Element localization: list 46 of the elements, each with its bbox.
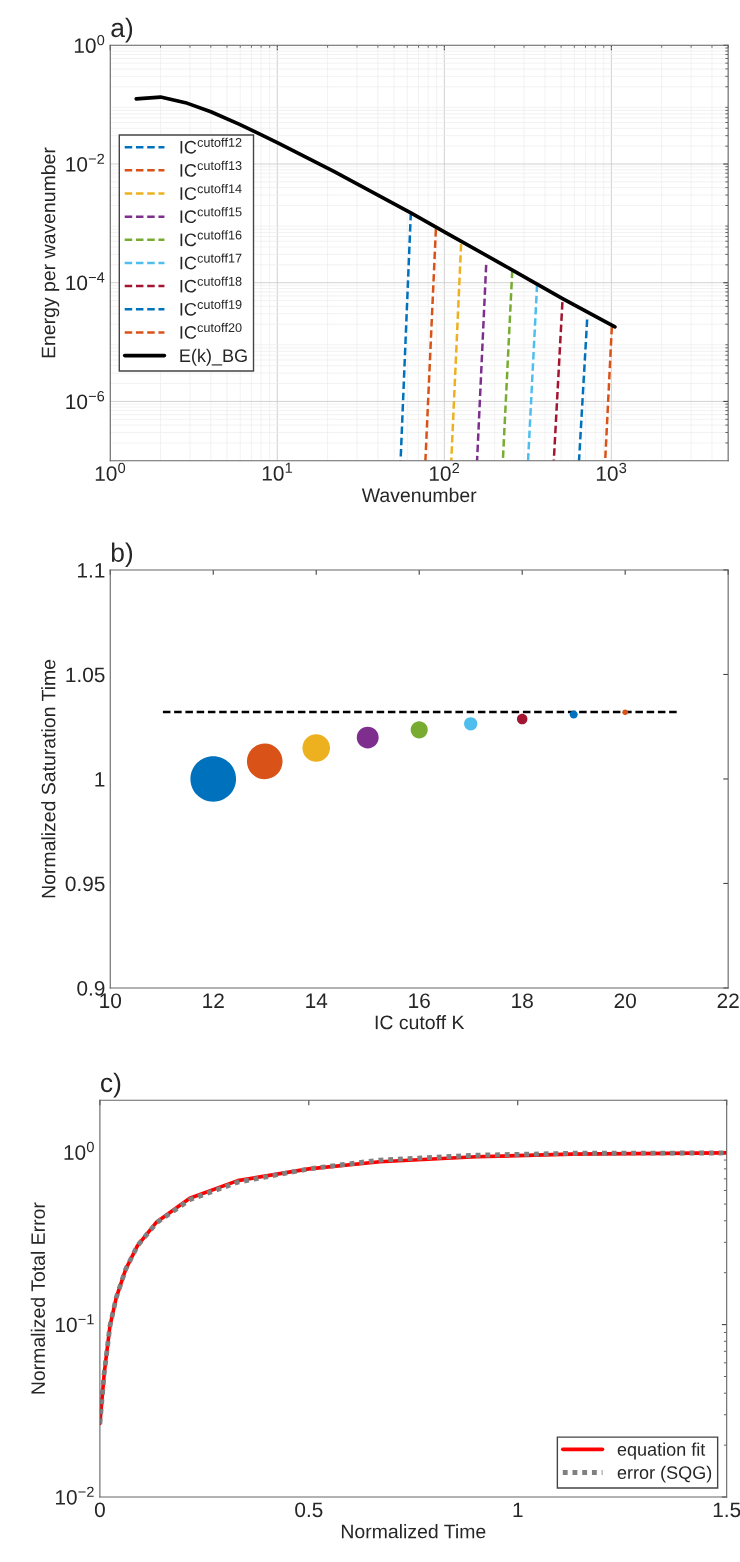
y-tick-label: 1.1: [78, 563, 105, 578]
y-tick-label: 10$^{−2}$: [66, 153, 105, 172]
chart-title: b): [111, 542, 133, 568]
x-tick-label: 22: [717, 993, 739, 1008]
x-tick-label: 12: [203, 993, 224, 1008]
legend-label: equation fit: [617, 1442, 706, 1460]
x-tick-label: 10$^{3}$: [596, 462, 627, 481]
y-tick-label: 0.95: [65, 876, 105, 892]
x-tick-label: 10$^{1}$: [262, 462, 293, 481]
y-tick-label: 10$^{0}$: [74, 34, 105, 54]
legend-label: IC$^{cutoff14}$: [180, 183, 242, 200]
legend-label: IC$^{cutoff12}$: [180, 137, 242, 154]
x-tick-label: 14: [306, 993, 328, 1008]
x-tick-label: 18: [512, 993, 533, 1009]
x-axis-title: Normalized Time: [341, 1524, 486, 1539]
legend-label: IC$^{cutoff19}$: [180, 299, 242, 316]
legend-label: IC$^{cutoff18}$: [180, 276, 242, 293]
x-tick-label: 20: [614, 993, 636, 1009]
legend-label: IC$^{cutoff15}$: [180, 207, 242, 224]
y-tick-label: 10$^{0}$: [64, 1141, 94, 1160]
x-tick-label: 10$^{2}$: [429, 462, 460, 481]
y-tick-label: 1.05: [66, 667, 105, 683]
legend-label: IC$^{cutoff13}$: [180, 160, 242, 177]
y-tick-label: 10$^{−6}$: [66, 391, 105, 410]
chart-title: c): [101, 1072, 121, 1098]
x-tick-label: 10$^{0}$: [95, 462, 126, 481]
y-axis-title: Normalized Total Error: [30, 1202, 46, 1394]
x-tick-label: 16: [409, 993, 430, 1009]
x-tick-label: 1: [513, 1502, 523, 1517]
legend-label: IC$^{cutoff16}$: [180, 230, 242, 247]
y-tick-label: 10$^{−1}$: [56, 1314, 94, 1333]
y-tick-label: 10$^{−2}$: [56, 1486, 94, 1505]
x-axis-title: Wavenumber: [361, 487, 477, 503]
legend-label: IC$^{cutoff20}$: [180, 322, 242, 339]
x-tick-label: 1.5: [713, 1502, 740, 1518]
y-axis-title: Normalized Saturation Time: [41, 659, 56, 898]
x-tick-label: 0.5: [295, 1502, 323, 1518]
y-tick-label: 1: [95, 772, 105, 787]
x-axis-title: IC cutoff K: [375, 1015, 465, 1030]
y-axis-title: Energy per wavenumber: [41, 147, 60, 358]
legend-label: IC$^{cutoff17}$: [180, 253, 242, 270]
x-tick-label: 0: [94, 1502, 105, 1518]
y-tick-label: 10$^{−4}$: [66, 272, 105, 291]
legend-label: E(k)_BG: [180, 348, 247, 366]
legend-label: error (SQG): [617, 1465, 712, 1483]
chart-title: a): [111, 17, 133, 43]
